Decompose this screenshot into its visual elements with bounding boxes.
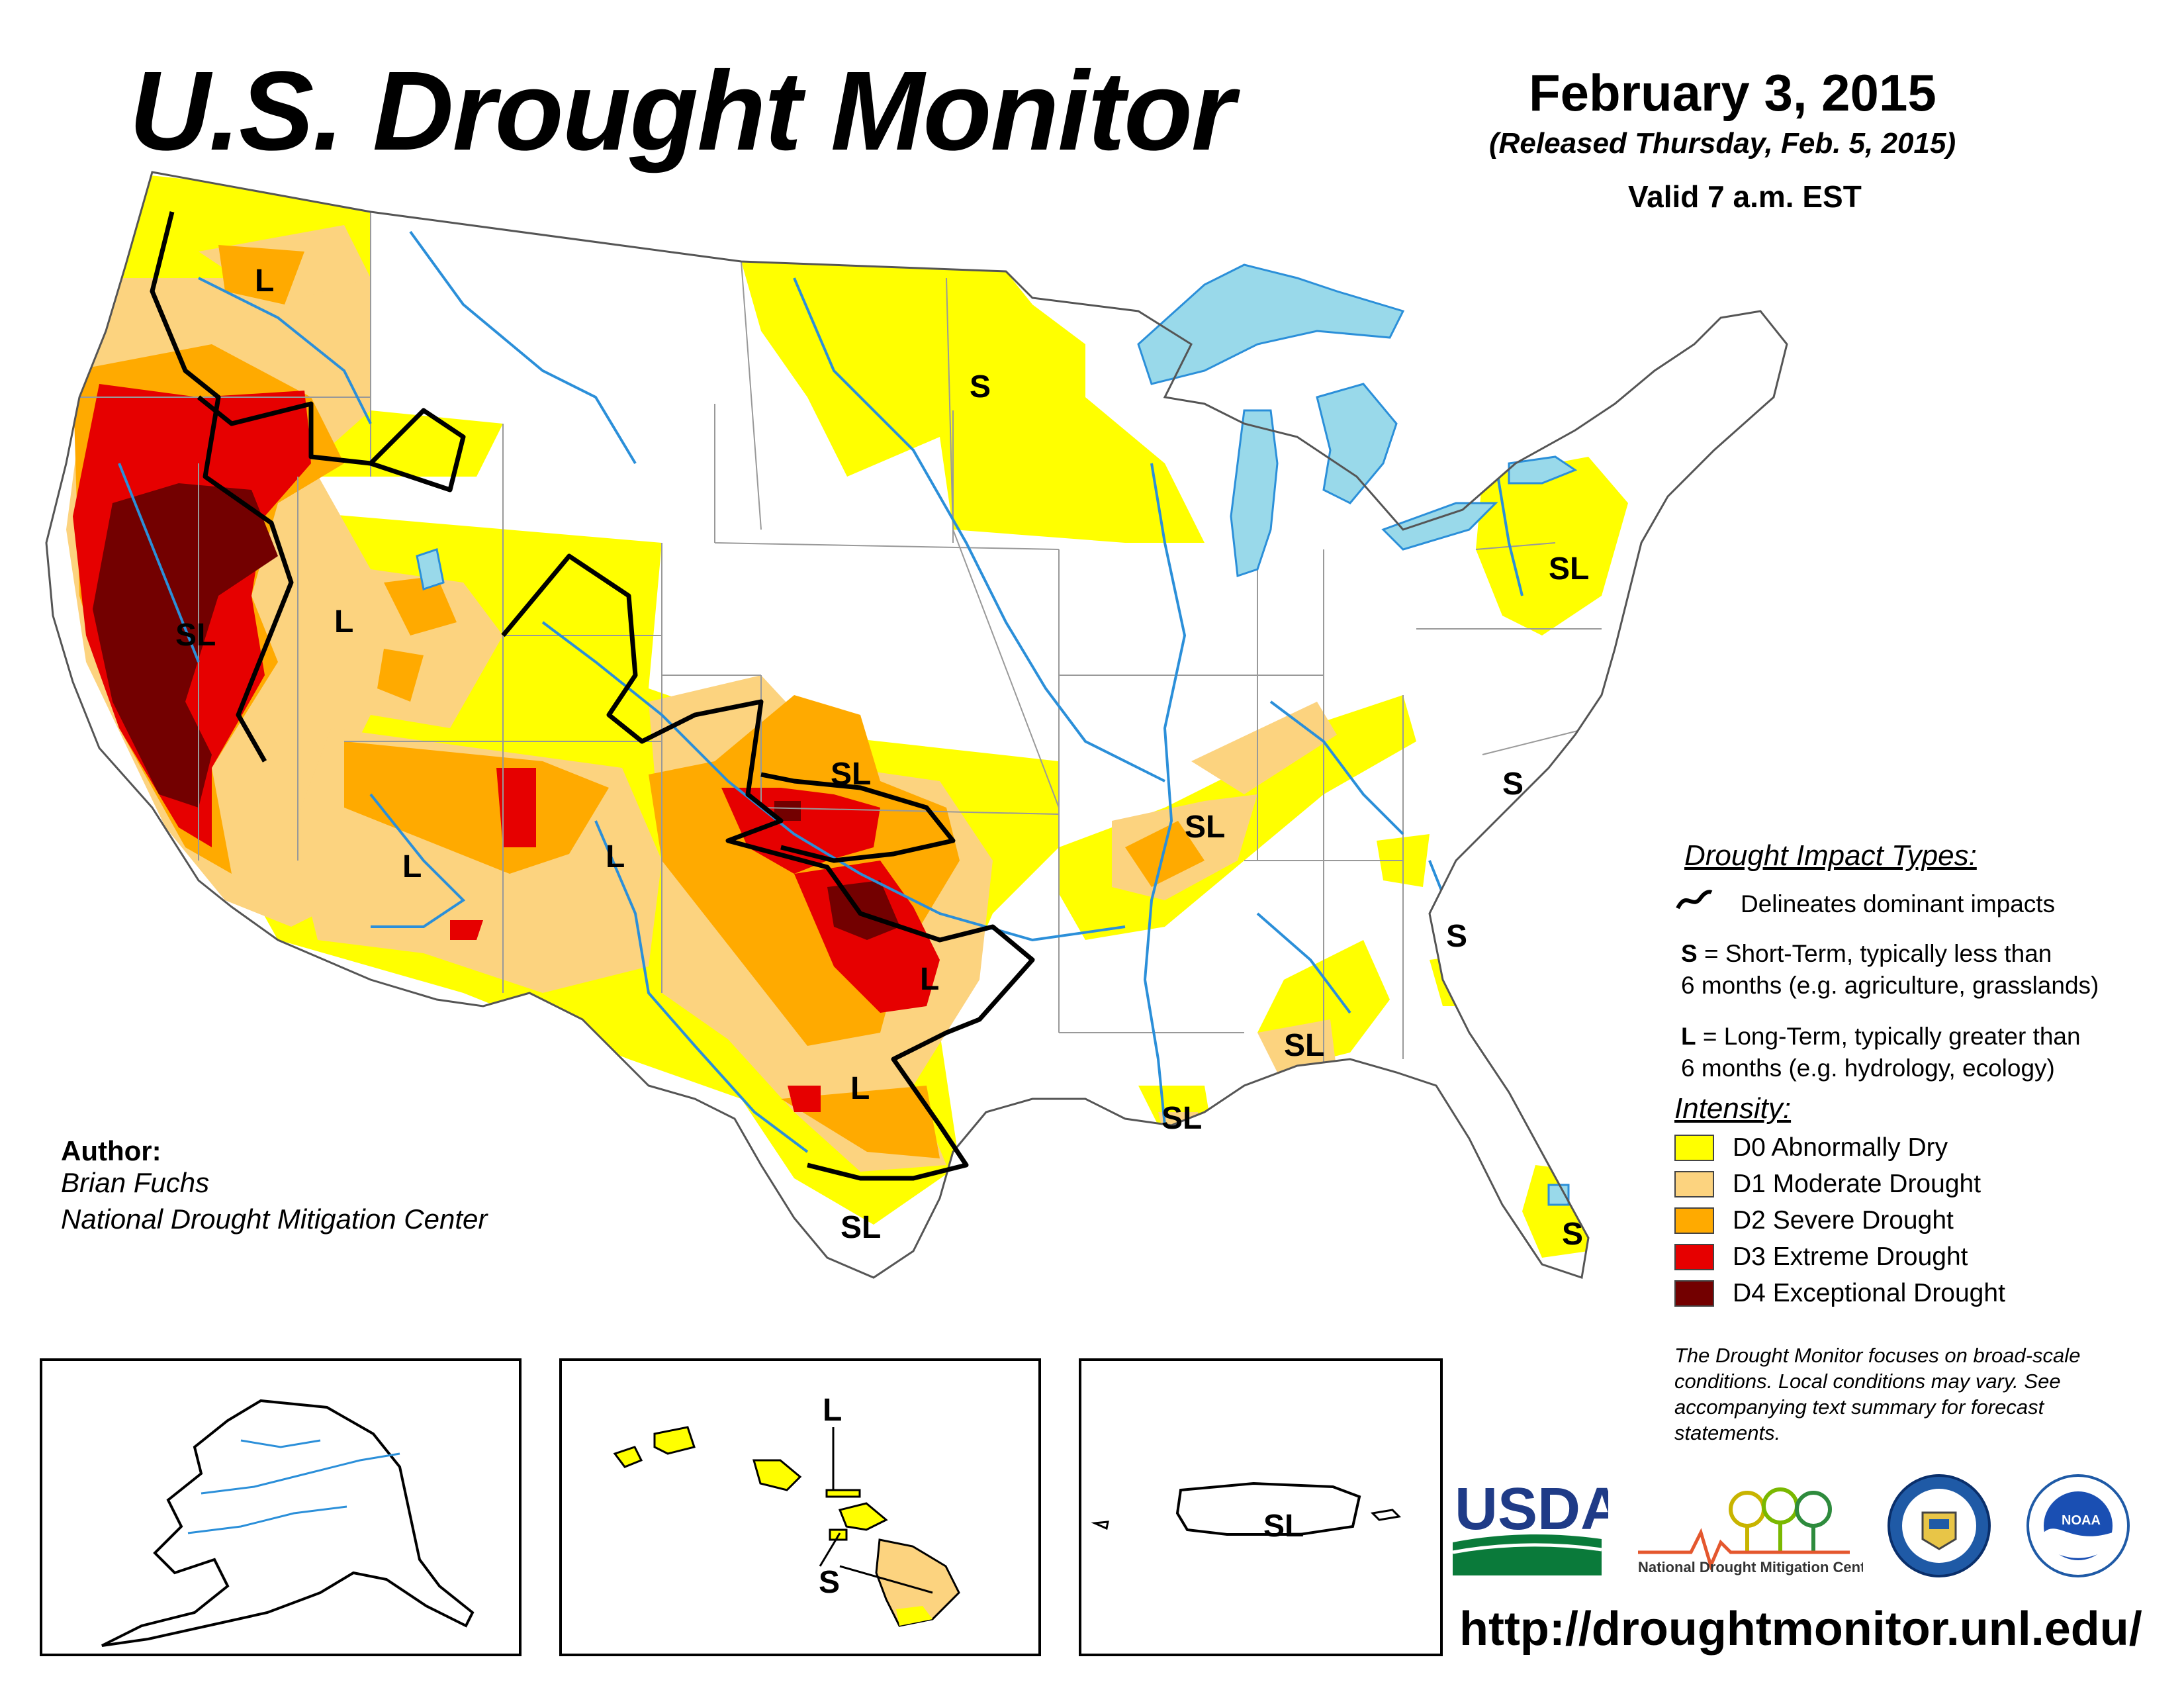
impact-line-sample-icon [1676,890,1713,910]
alaska-map [101,1399,475,1647]
website-url[interactable]: http://droughtmonitor.unl.edu/ [1459,1603,2142,1656]
long-term-symbol: L [1681,1023,1696,1050]
label-nm-long-term: L [606,839,625,874]
d4-label: D4 Exceptional Drought [1733,1279,2005,1307]
label-va-short-term: S [1502,767,1524,802]
lake-ontario [1508,455,1578,485]
noaa-logo: NOAA [2026,1474,2130,1577]
label-az-long-term: L [402,849,422,884]
impact-line-ca-nv [197,395,466,492]
label-sc-short-term: S [1446,919,1467,954]
d0-label: D0 Abnormally Dry [1733,1133,1948,1162]
author-label: Author: [61,1135,161,1166]
alaska-inset [40,1358,522,1656]
d1-label: D1 Moderate Drought [1733,1170,1981,1198]
hawaii-inset: L S [559,1358,1041,1656]
long-term-desc-2: 6 months (e.g. hydrology, ecology) [1681,1055,2055,1082]
intensity-title: Intensity: [1674,1092,1792,1125]
short-term-key: S = Short-Term, typically less than [1681,940,2052,968]
d3-label: D3 Extreme Drought [1733,1243,1968,1271]
d3-swatch [1674,1244,1714,1270]
label-ca-short-long-term: SL [175,618,216,653]
label-la-short-long-term: SL [1161,1101,1202,1136]
noaa-logo-text: NOAA [2062,1513,2101,1528]
label-tx-central-long-term: L [850,1071,870,1106]
label-pa-short-long-term: SL [1549,551,1589,586]
lake-huron [1316,383,1398,504]
department-of-commerce-seal-icon [1888,1474,1991,1577]
conus-drought-map: L S SL L L L SL L L SL SL SL S S SL SL S [45,171,1788,1279]
label-mn-short-term: S [970,369,991,404]
usda-logo-text: USDA [1455,1479,1608,1542]
disclaimer-text: The Drought Monitor focuses on broad-sca… [1674,1344,2081,1444]
hawaii-map: L S [613,1393,960,1627]
legend-d2: D2 Severe Drought [1674,1206,1954,1235]
map-date: February 3, 2015 [1529,64,1936,122]
long-term-key: L = Long-Term, typically greater than [1681,1023,2081,1051]
release-date: (Released Thursday, Feb. 5, 2015) [1489,127,1956,160]
great-salt-lake [416,548,445,590]
author-org: National Drought Mitigation Center [61,1203,488,1235]
label-tx-south-short-long-term: SL [841,1210,881,1245]
label-al-short-long-term: SL [1284,1028,1324,1063]
ndmc-logo: National Drought Mitigation Center [1638,1487,1863,1575]
label-ut-long-term: L [334,604,353,639]
valid-time: Valid 7 a.m. EST [1628,179,1862,214]
legend-d1: D1 Moderate Drought [1674,1170,1981,1199]
ndmc-logo-text: National Drought Mitigation Center [1638,1559,1863,1575]
label-ar-short-long-term: SL [1185,810,1225,845]
lake-superior [1137,263,1405,385]
author-name: Brian Fuchs [61,1167,210,1198]
impact-line-northwest [150,211,294,763]
puerto-rico-inset: SL [1079,1358,1443,1656]
impact-line-co [501,553,1035,1181]
delineates-text: Delineates dominant impacts [1741,890,2056,917]
long-term-desc-1: = Long-Term, typically greater than [1696,1023,2081,1050]
label-pr-short-long-term: SL [1263,1509,1304,1544]
label-tx-north-long-term: L [920,962,939,997]
usda-logo: USDA [1452,1479,1608,1575]
d1-swatch [1674,1171,1714,1197]
d2-label: D2 Severe Drought [1733,1206,1954,1235]
label-ks-short-long-term: SL [831,757,871,792]
impact-line-ks [760,772,956,863]
label-hi-long-term: L [823,1393,842,1428]
short-term-desc-1: = Short-Term, typically less than [1697,940,2052,967]
legend-d0: D0 Abnormally Dry [1674,1133,1948,1162]
lake-michigan [1230,409,1279,578]
d4-swatch [1674,1280,1714,1307]
page-title: U.S. Drought Monitor [129,48,1235,174]
label-hi-short-term: S [819,1565,840,1600]
d2-swatch [1674,1207,1714,1234]
legend-d4: D4 Exceptional Drought [1674,1279,2005,1308]
impact-types-title: Drought Impact Types: [1684,839,1977,872]
label-or-long-term: L [255,263,274,299]
puerto-rico-map: SL [1091,1481,1402,1544]
short-term-symbol: S [1681,940,1698,967]
lake-okeechobee [1547,1184,1570,1206]
label-fl-short-term: S [1562,1217,1583,1252]
legend-d3: D3 Extreme Drought [1674,1243,1968,1272]
d0-swatch [1674,1135,1714,1161]
lake-erie [1381,502,1498,551]
short-term-desc-2: 6 months (e.g. agriculture, grasslands) [1681,972,2099,999]
